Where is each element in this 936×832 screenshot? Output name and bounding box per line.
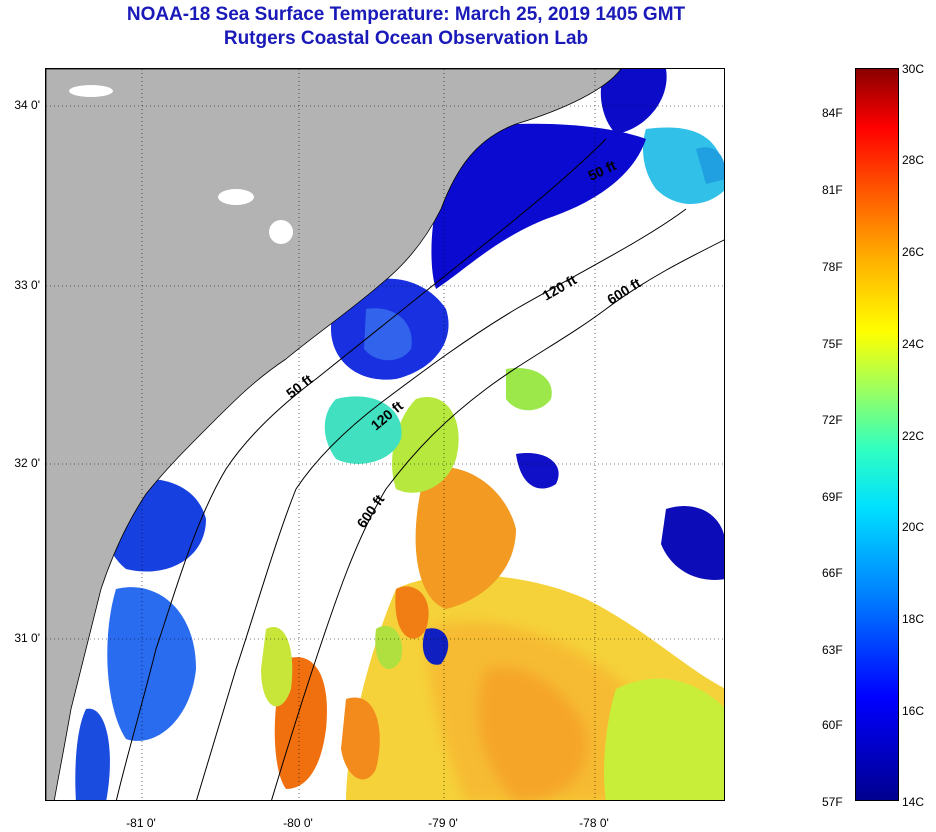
colorbar-celsius-label: 20C bbox=[902, 520, 925, 534]
colorbar-fahrenheit-label: 60F bbox=[822, 718, 843, 732]
colorbar-fahrenheit-label: 66F bbox=[822, 566, 843, 580]
colorbar-celsius-label: 18C bbox=[902, 612, 925, 626]
lat-label-34: 34 0' bbox=[14, 98, 40, 112]
lon-label-81: -81 0' bbox=[126, 816, 156, 830]
colorbar-celsius-label: 24C bbox=[902, 337, 925, 351]
colorbar-fahrenheit-label: 57F bbox=[822, 795, 843, 809]
colorbar-celsius-label: 16C bbox=[902, 704, 925, 718]
colorbar-celsius-label: 26C bbox=[902, 245, 925, 259]
depth-contours bbox=[115, 138, 724, 800]
sst-map: 50 ft 120 ft 600 ft 50 ft 120 ft 600 ft bbox=[45, 68, 725, 801]
contour-label: 120 ft bbox=[540, 271, 580, 303]
lon-label-80: -80 0' bbox=[283, 816, 313, 830]
cloud-patch bbox=[218, 189, 254, 205]
colorbar-fahrenheit-label: 63F bbox=[822, 643, 843, 657]
lat-label-32: 32 0' bbox=[14, 456, 40, 470]
lat-label-31: 31 0' bbox=[14, 631, 40, 645]
colorbar-fahrenheit-label: 69F bbox=[822, 490, 843, 504]
warm-water-field bbox=[261, 467, 724, 800]
cloud-patch bbox=[69, 85, 113, 97]
mid-water-field bbox=[324, 127, 724, 493]
lon-label-79: -79 0' bbox=[428, 816, 458, 830]
colorbar-celsius-label: 28C bbox=[902, 153, 925, 167]
map-title: NOAA-18 Sea Surface Temperature: March 2… bbox=[126, 4, 686, 25]
colorbar-celsius-label: 22C bbox=[902, 429, 925, 443]
colorbar-fahrenheit-label: 81F bbox=[822, 183, 843, 197]
lon-label-78: -78 0' bbox=[579, 816, 609, 830]
colorbar-fahrenheit-label: 75F bbox=[822, 337, 843, 351]
lat-label-33: 33 0' bbox=[14, 278, 40, 292]
contour-label: 50 ft bbox=[283, 371, 316, 402]
land-mass bbox=[46, 69, 622, 800]
graticule bbox=[46, 69, 724, 800]
map-subtitle: Rutgers Coastal Ocean Observation Lab bbox=[223, 28, 589, 49]
temperature-colorbar bbox=[855, 68, 899, 801]
colorbar-fahrenheit-label: 72F bbox=[822, 413, 843, 427]
colorbar-celsius-label: 30C bbox=[902, 62, 925, 76]
cloud-patch bbox=[269, 220, 293, 244]
contour-label: 600 ft bbox=[604, 274, 644, 307]
colorbar-fahrenheit-label: 84F bbox=[822, 106, 843, 120]
colorbar-celsius-label: 14C bbox=[902, 795, 925, 809]
cold-water-field bbox=[75, 69, 724, 800]
contour-label: 600 ft bbox=[353, 491, 387, 530]
colorbar-fahrenheit-label: 78F bbox=[822, 260, 843, 274]
